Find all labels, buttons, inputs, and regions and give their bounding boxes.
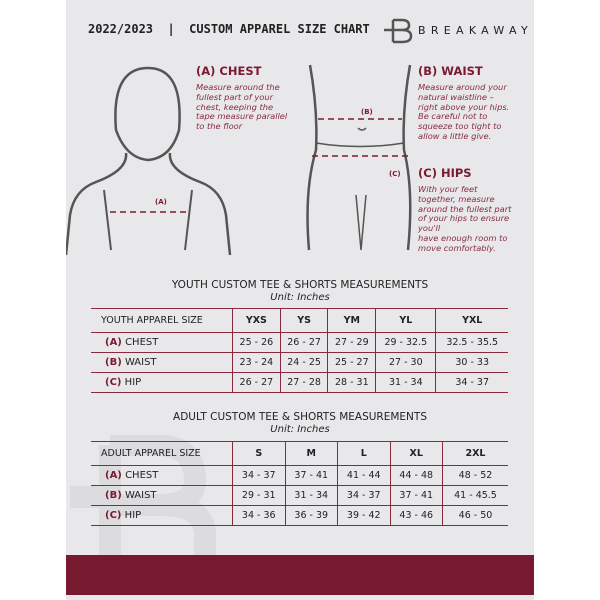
- youth-unit: Unit: Inches: [270, 292, 330, 303]
- measurement-name: CHEST: [125, 470, 159, 481]
- adult-unit: Unit: Inches: [270, 424, 330, 435]
- table-row: (A) CHEST 25 - 26 26 - 27 27 - 29 29 - 32.5 3…: [91, 332, 508, 353]
- measurement-label: (C) HIP: [91, 372, 233, 393]
- size-label-header: YOUTH APPAREL SIZE: [91, 308, 233, 333]
- measurement-value: 34 - 37: [337, 485, 390, 506]
- brand-logo: [384, 18, 413, 44]
- table-header-row: ADULT APPAREL SIZE S M L XL 2XL: [91, 441, 508, 466]
- measurement-value: 41 - 44: [337, 465, 390, 486]
- measurement-value: 24 - 25: [279, 352, 328, 373]
- measurement-name: WAIST: [124, 490, 157, 501]
- measurement-value: 25 - 27: [327, 352, 376, 373]
- size-header: M: [284, 441, 338, 466]
- size-label-header: ADULT APPAREL SIZE: [91, 441, 233, 466]
- hip-marker: (C): [389, 170, 401, 178]
- torso-right: [168, 152, 232, 256]
- measurement-value: 46 - 50: [442, 505, 508, 526]
- table-row: (C) HIP 26 - 27 27 - 28 28 - 31 31 - 34 34 - …: [91, 372, 508, 393]
- measurement-value: 26 - 27: [279, 332, 328, 353]
- measurement-value: 28 - 31: [327, 372, 376, 393]
- measurement-value: 44 - 48: [389, 465, 443, 486]
- measurement-letter: (B): [105, 490, 122, 501]
- adult-table-title: ADULT CUSTOM TEE & SHORTS MEASUREMENTS: [173, 411, 427, 423]
- measurement-name: HIP: [124, 510, 142, 521]
- measurement-value: 31 - 34: [284, 485, 338, 506]
- measurement-value: 34 - 37: [232, 465, 285, 486]
- measurement-letter: (A): [105, 470, 122, 481]
- waist-figure-left: [306, 64, 318, 251]
- table-row: (B) WAIST 29 - 31 31 - 34 34 - 37 37 - 41 41 …: [91, 485, 508, 506]
- measurement-label: (B) WAIST: [91, 352, 233, 373]
- measurement-name: WAIST: [124, 357, 157, 368]
- measurement-letter: (B): [105, 357, 122, 368]
- youth-size-table: YOUTH APPAREL SIZE YXS YS YM YL YXL (A) CHEST 2…: [91, 308, 508, 393]
- chest-description: Measure around the fullest part of your ch…: [196, 82, 288, 132]
- measurement-value: 26 - 27: [232, 372, 281, 393]
- measurement-value: 36 - 39: [284, 505, 338, 526]
- size-header: YM: [327, 308, 376, 333]
- measurement-name: CHEST: [125, 337, 159, 348]
- body-figures: [66, 64, 412, 256]
- measurement-label: (B) WAIST: [91, 485, 233, 506]
- waist-description: Measure around your natural waistline – ri…: [418, 82, 510, 141]
- table-row: (A) CHEST 34 - 37 37 - 41 41 - 44 44 - 48 48 …: [91, 465, 508, 486]
- measurement-value: 25 - 26: [232, 332, 281, 353]
- size-header: XL: [389, 441, 443, 466]
- measurement-label: (A) CHEST: [91, 332, 233, 353]
- measurement-value: 29 - 31: [232, 485, 285, 506]
- size-header: YXS: [232, 308, 281, 333]
- table-header-row: YOUTH APPAREL SIZE YXS YS YM YL YXL: [91, 308, 508, 333]
- measurement-letter: (A): [105, 337, 122, 348]
- table-row: (B) WAIST 23 - 24 24 - 25 25 - 27 27 - 30 30 …: [91, 352, 508, 373]
- footer-bar: [66, 555, 534, 595]
- page-title: 2022/2023 | CUSTOM APPAREL SIZE CHART: [88, 22, 370, 36]
- measurement-value: 48 - 52: [442, 465, 508, 486]
- head-outline: [114, 66, 181, 162]
- hips-description: With your feet together, measure around th…: [418, 184, 512, 253]
- measurement-value: 29 - 32.5: [375, 332, 436, 353]
- measurement-value: 37 - 41: [389, 485, 443, 506]
- measurement-letter: (C): [105, 510, 122, 521]
- size-header: 2XL: [442, 441, 508, 466]
- measurement-value: 27 - 29: [327, 332, 376, 353]
- size-header: YXL: [435, 308, 508, 333]
- measurement-value: 37 - 41: [284, 465, 338, 486]
- adult-size-table: ADULT APPAREL SIZE S M L XL 2XL (A) CHEST 34 - …: [91, 441, 508, 526]
- measurement-value: 32.5 - 35.5: [435, 332, 508, 353]
- table-row: (C) HIP 34 - 36 36 - 39 39 - 42 43 - 46 46 - …: [91, 505, 508, 526]
- hips-heading: (C) HIPS: [418, 166, 472, 180]
- torso-left: [66, 152, 128, 256]
- measurement-value: 27 - 28: [279, 372, 328, 393]
- waist-heading: (B) WAIST: [418, 64, 483, 78]
- measurement-letter: (C): [105, 377, 122, 388]
- size-header: L: [337, 441, 390, 466]
- measurement-name: HIP: [124, 377, 142, 388]
- chest-marker: (A): [155, 198, 167, 206]
- measurement-label: (C) HIP: [91, 505, 233, 526]
- waist-marker: (B): [361, 108, 373, 116]
- measurement-value: 30 - 33: [435, 352, 508, 373]
- measurement-value: 41 - 45.5: [442, 485, 508, 506]
- measurement-value: 27 - 30: [375, 352, 436, 373]
- measurement-value: 23 - 24: [232, 352, 281, 373]
- size-header: S: [232, 441, 285, 466]
- measurement-value: 31 - 34: [375, 372, 436, 393]
- waist-figure-right: [402, 64, 412, 251]
- measurement-value: 43 - 46: [389, 505, 443, 526]
- brand-name: BREAKAWAY: [418, 24, 533, 37]
- chest-heading: (A) CHEST: [196, 64, 262, 78]
- youth-table-title: YOUTH CUSTOM TEE & SHORTS MEASUREMENTS: [171, 279, 429, 291]
- measurement-value: 34 - 36: [232, 505, 285, 526]
- measurement-value: 39 - 42: [337, 505, 390, 526]
- size-header: YL: [375, 308, 436, 333]
- measurement-label: (A) CHEST: [91, 465, 233, 486]
- size-header: YS: [279, 308, 328, 333]
- measurement-value: 34 - 37: [435, 372, 508, 393]
